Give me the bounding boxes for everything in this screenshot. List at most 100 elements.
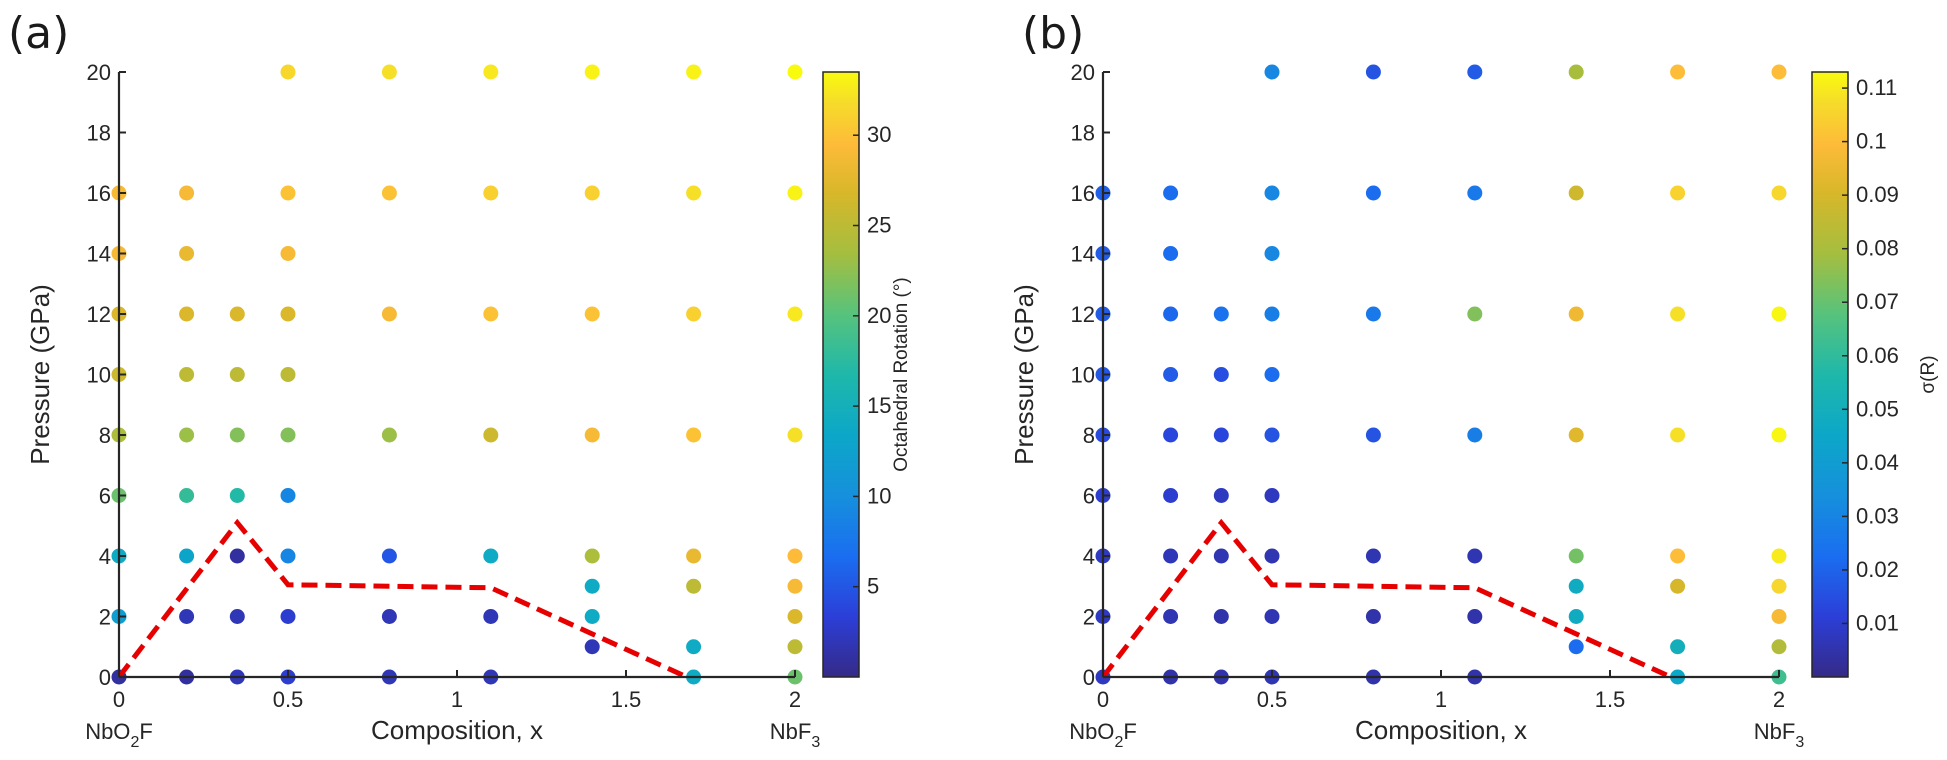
data-point (483, 64, 499, 80)
y-tick-label: 4 (99, 544, 111, 569)
colorbar-tick-label: 0.07 (1856, 289, 1899, 314)
phase-boundary-line (117, 518, 688, 680)
data-point (280, 185, 296, 201)
x-tick-label: 0 (113, 687, 125, 712)
data-point (280, 306, 296, 322)
y-tick-label: 2 (99, 605, 111, 630)
colorbar-tick-label: 20 (867, 303, 891, 328)
colorbar-tick-label: 25 (867, 213, 891, 238)
panel-b-axes: 0 2 4 6 8 10 12 14 16 18 20 0 0.5 1 1.5 2 NbO2F NbF3 (1069, 60, 1804, 751)
x-tick-label: 2 (789, 687, 801, 712)
data-point (1163, 548, 1179, 564)
data-point (229, 609, 245, 624)
data-point (584, 609, 600, 624)
data-point (1467, 185, 1483, 201)
colorbar-tick-label: 15 (867, 393, 891, 418)
data-point (1670, 578, 1686, 594)
data-point (280, 548, 296, 564)
data-point (1670, 64, 1686, 80)
y-tick-label: 18 (1071, 121, 1095, 146)
data-point (1568, 639, 1584, 655)
data-point (1264, 367, 1280, 382)
data-point (1163, 488, 1179, 503)
data-point (584, 548, 600, 564)
y-tick-label: 16 (87, 181, 111, 206)
data-point (584, 578, 600, 594)
data-point (686, 64, 702, 80)
data-point (1568, 427, 1584, 443)
data-point (1213, 548, 1229, 564)
panel-a-points (111, 64, 803, 685)
data-point (280, 64, 296, 80)
data-point (584, 185, 600, 201)
data-point (179, 185, 195, 201)
data-point (1365, 548, 1381, 564)
endmember-left-label: NbO2F (1069, 719, 1137, 751)
data-point (1264, 609, 1280, 624)
y-tick-label: 10 (87, 363, 111, 388)
colorbar-gradient (822, 71, 860, 678)
y-tick-label: 20 (87, 60, 111, 85)
data-point (280, 367, 296, 382)
colorbar-tick-label: 0.11 (1856, 75, 1897, 100)
endmember-right-label: NbF3 (1754, 719, 1805, 751)
panel-a-boundary (117, 518, 688, 680)
data-point (280, 488, 296, 503)
colorbar-tick-label: 0.04 (1856, 450, 1899, 475)
data-point (787, 578, 803, 594)
data-point (229, 367, 245, 382)
y-tick-label: 8 (1083, 423, 1095, 448)
data-point (1163, 185, 1179, 201)
panel-b-colorbar-label: σ(R) (1918, 355, 1939, 393)
data-point (1264, 64, 1280, 80)
data-point (1771, 578, 1787, 594)
data-point (229, 306, 245, 322)
phase-boundary-line (1101, 518, 1672, 680)
y-tick-label: 2 (1083, 605, 1095, 630)
data-point (1264, 185, 1280, 201)
panel-b-boundary (1101, 518, 1672, 680)
panel-b-label: (b) (1022, 8, 1084, 59)
y-tick-label: 12 (1071, 302, 1095, 327)
colorbar-tick-label: 0.08 (1856, 236, 1899, 261)
data-point (381, 185, 397, 201)
data-point (1771, 306, 1787, 322)
data-point (483, 185, 499, 201)
data-point (280, 609, 296, 624)
endmember-right-label: NbF3 (770, 719, 821, 751)
x-tick-label: 1.5 (611, 687, 642, 712)
data-point (1264, 246, 1280, 261)
data-point (1264, 306, 1280, 322)
panel-a-colorbar: 5 10 15 20 25 30 (822, 71, 891, 678)
data-point (1771, 639, 1787, 655)
data-point (787, 639, 803, 655)
data-point (787, 609, 803, 624)
data-point (1771, 609, 1787, 624)
data-point (381, 306, 397, 322)
data-point (280, 246, 296, 261)
data-point (1365, 306, 1381, 322)
data-point (179, 367, 195, 382)
data-point (483, 609, 499, 624)
data-point (280, 427, 296, 443)
endmember-left-label: NbO2F (85, 719, 153, 751)
x-tick-label: 2 (1773, 687, 1785, 712)
data-point (1365, 427, 1381, 443)
data-point (686, 306, 702, 322)
colorbar-tick-label: 0.05 (1856, 396, 1899, 421)
x-tick-label: 1.5 (1595, 687, 1626, 712)
data-point (1365, 185, 1381, 201)
data-point (381, 64, 397, 80)
data-point (1771, 64, 1787, 80)
data-point (787, 427, 803, 443)
y-tick-label: 14 (1071, 242, 1095, 267)
panel-a-xlabel: Composition, x (371, 715, 543, 745)
data-point (787, 185, 803, 201)
data-point (229, 548, 245, 564)
x-tick-label: 0.5 (1257, 687, 1288, 712)
data-point (381, 427, 397, 443)
y-tick-label: 8 (99, 423, 111, 448)
data-point (1467, 64, 1483, 80)
data-point (381, 548, 397, 564)
